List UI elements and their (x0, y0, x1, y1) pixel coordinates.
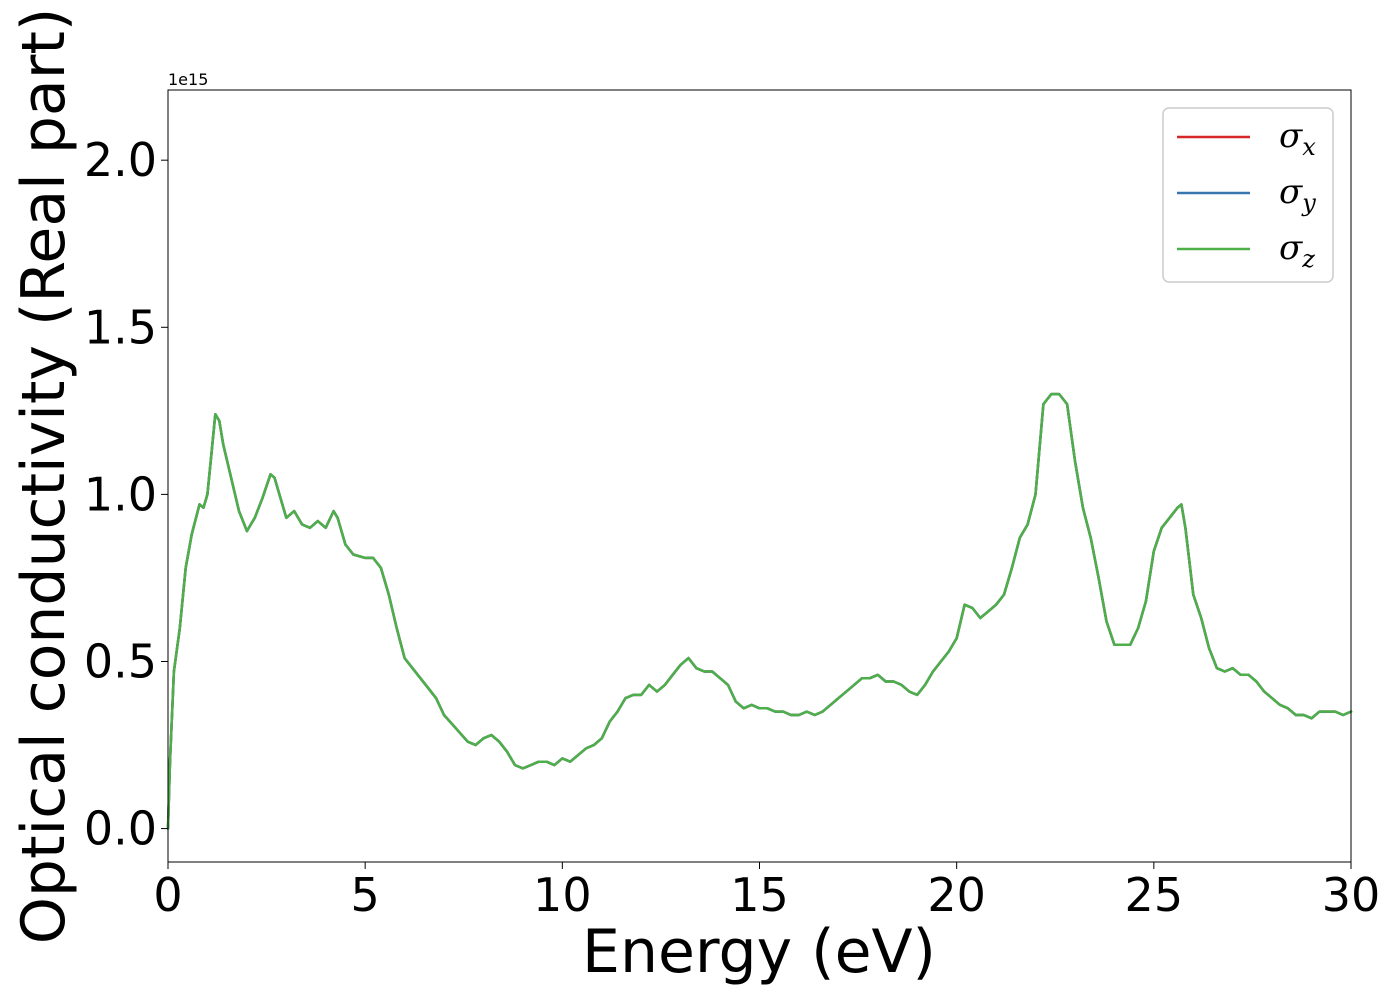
x-tick-label: 15 (730, 868, 789, 922)
legend: σx σy σz (1162, 107, 1334, 283)
x-tick-label: 10 (533, 868, 592, 922)
legend-box (1162, 107, 1334, 283)
series-line-3 (166, 392, 1353, 830)
y-offset-label: 1e15 (168, 70, 208, 89)
y-tick-label: 2.0 (84, 133, 157, 187)
legend-label-z: σz (1279, 228, 1315, 273)
y-axis: 0.0 0.5 1.0 1.5 2.0 (84, 133, 168, 856)
x-tick-label: 30 (1322, 868, 1381, 922)
y-tick-label: 0.5 (84, 634, 157, 688)
x-tick-label: 25 (1125, 868, 1184, 922)
legend-label-y: σy (1279, 172, 1316, 217)
series-line-2 (166, 392, 1353, 830)
y-tick-label: 1.0 (84, 467, 157, 521)
y-axis-title: Optical conductivity (Real part) (9, 8, 79, 945)
legend-label-x: σx (1279, 116, 1316, 161)
series-line-1 (166, 392, 1353, 830)
series-layer (166, 392, 1353, 830)
x-axis-title: Energy (eV) (582, 917, 936, 987)
x-tick-label: 5 (351, 868, 380, 922)
y-tick-label: 0.0 (84, 802, 157, 856)
x-axis: 0 5 10 15 20 25 30 (153, 862, 1380, 922)
x-tick-label: 20 (927, 868, 986, 922)
x-tick-label: 0 (153, 868, 182, 922)
y-tick-label: 1.5 (84, 300, 157, 354)
